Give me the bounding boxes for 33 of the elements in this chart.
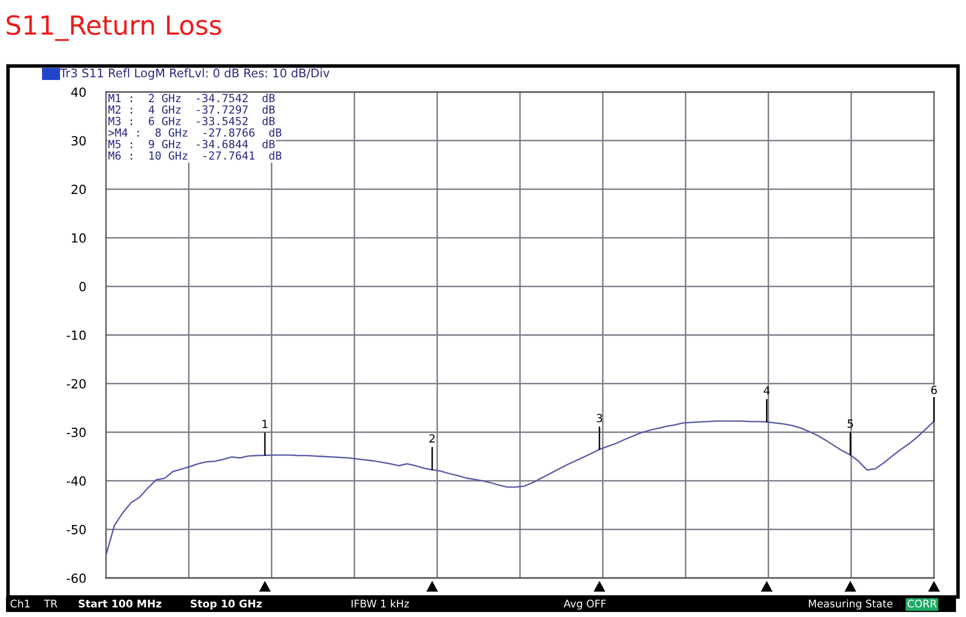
y-tick-label: 20 [72, 184, 86, 194]
annotation: 5 [848, 420, 853, 428]
chart-title: S11_Return Loss [6, 15, 222, 41]
annotation: M2 : 4 GHz -37.7297 dB [108, 105, 275, 114]
annotation: M6 : 10 GHz -27.7641 dB [108, 151, 282, 160]
annotation: M1 : 2 GHz -34.7542 dB [108, 94, 275, 102]
text: Tr3 S11 Refl LogM RefLvl: 0 dB Res: 10 dB/Div [60, 68, 330, 80]
text: IFBW 1 kHz [352, 599, 409, 608]
text: Start 100 MHz [78, 600, 162, 608]
annotation: 4 [764, 386, 770, 395]
annotation: 3 [596, 414, 602, 422]
annotation: M5 : 9 GHz -34.6844 dB [108, 140, 275, 148]
annotation: 6 [931, 386, 937, 394]
y-tick-label: -30 [66, 428, 86, 438]
y-tick-label: 40 [71, 87, 86, 97]
y-tick-label: -60 [66, 573, 86, 583]
y-tick-label: -50 [66, 524, 86, 534]
y-tick-label: -20 [66, 379, 86, 389]
text: Measuring State [808, 599, 892, 610]
y-tick-label: -40 [66, 476, 86, 486]
annotation: 1 [262, 420, 268, 428]
y-tick-label: 30 [72, 136, 86, 146]
annotation: >M4 : 8 GHz -27.8766 dB [108, 128, 282, 137]
y-tick-label: 0 [79, 282, 86, 292]
y-tick-label: -10 [66, 330, 86, 340]
annotation: M3 : 6 GHz -33.5452 dB [108, 116, 275, 126]
y-tick-label: 10 [72, 233, 86, 243]
text: TR [44, 600, 58, 608]
annotation: 2 [429, 434, 435, 442]
text: Ch1 [10, 599, 30, 608]
text: CORR [908, 600, 937, 608]
text: Avg OFF [564, 600, 606, 610]
text: Stop 10 GHz [190, 600, 262, 610]
